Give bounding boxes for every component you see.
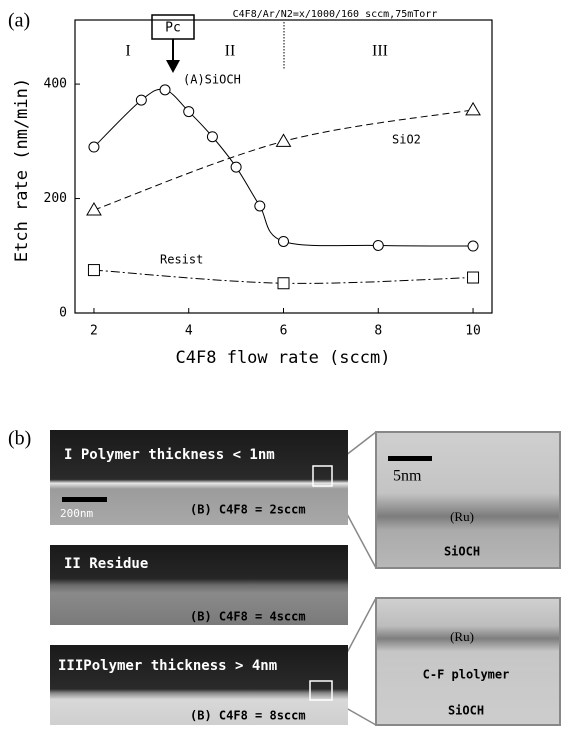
layer-label: C-F plolymer xyxy=(423,668,510,682)
sem-image xyxy=(50,545,348,625)
marker xyxy=(159,84,171,96)
condition: C4F8/Ar/N2=x/1000/160 sccm,75mTorr xyxy=(233,9,438,20)
image-title: IIIPolymer thickness > 4nm xyxy=(58,658,277,674)
series-line xyxy=(93,109,474,211)
marker xyxy=(206,131,218,143)
marker xyxy=(467,240,479,252)
image-condition: (B) C4F8 = 2sccm xyxy=(190,503,306,517)
image-condition: (B) C4F8 = 4sccm xyxy=(190,610,306,624)
x-axis-label: C4F8 flow rate (sccm) xyxy=(176,348,391,368)
zoom-image xyxy=(375,597,561,726)
y-tick-label: 0 xyxy=(59,306,67,321)
marker xyxy=(87,264,100,277)
x-tick-label: 2 xyxy=(90,324,98,339)
marker xyxy=(278,235,289,247)
plot-frame xyxy=(74,19,493,314)
scale-bar xyxy=(62,497,107,502)
marker xyxy=(275,133,292,147)
layer-label: SiOCH xyxy=(448,704,484,718)
marker xyxy=(465,101,481,116)
zoom-box xyxy=(309,680,333,701)
layer-label: (Ru) xyxy=(450,629,474,644)
series-label: Resist xyxy=(160,253,203,267)
marker xyxy=(135,94,147,106)
marker xyxy=(467,271,480,284)
x-tick-label: 8 xyxy=(374,324,382,339)
y-axis-label: Etch rate (nm/min) xyxy=(12,78,32,262)
marker xyxy=(372,239,384,251)
x-tick-label: 6 xyxy=(280,324,288,339)
region-label: I xyxy=(125,43,130,60)
region-label: III xyxy=(372,43,388,60)
image-title: II Residue xyxy=(64,556,148,572)
scale-label: 200nm xyxy=(60,507,93,520)
layer-label: (Ru) xyxy=(450,509,474,524)
marker xyxy=(277,277,290,290)
marker xyxy=(88,141,100,153)
pc-label: Pc xyxy=(165,21,181,36)
x-tick-label: 10 xyxy=(465,324,481,339)
marker xyxy=(183,106,195,118)
series-label: (A)SiOCH xyxy=(183,73,241,87)
x-tick-label: 4 xyxy=(185,324,193,339)
panel-label: (b) xyxy=(8,428,31,450)
image-condition: (B) C4F8 = 8sccm xyxy=(190,709,306,723)
marker xyxy=(230,161,242,173)
sem-image xyxy=(50,430,348,525)
marker xyxy=(254,200,266,212)
marker xyxy=(86,201,102,216)
pc-arrow-head xyxy=(166,60,180,73)
y-tick-label: 400 xyxy=(44,77,67,92)
series-line xyxy=(93,88,474,247)
series-label: SiO2 xyxy=(392,133,421,147)
image-title: I Polymer thickness < 1nm xyxy=(64,447,275,463)
zoom-image xyxy=(375,431,561,569)
sem-image xyxy=(50,645,348,725)
region-label: II xyxy=(225,43,236,60)
scale-bar xyxy=(388,456,432,461)
panel-label: (a) xyxy=(8,10,30,32)
layer-label: SiOCH xyxy=(444,545,480,559)
y-tick-label: 200 xyxy=(44,191,67,206)
scale-label: 5nm xyxy=(393,468,422,485)
zoom-box xyxy=(312,465,333,487)
